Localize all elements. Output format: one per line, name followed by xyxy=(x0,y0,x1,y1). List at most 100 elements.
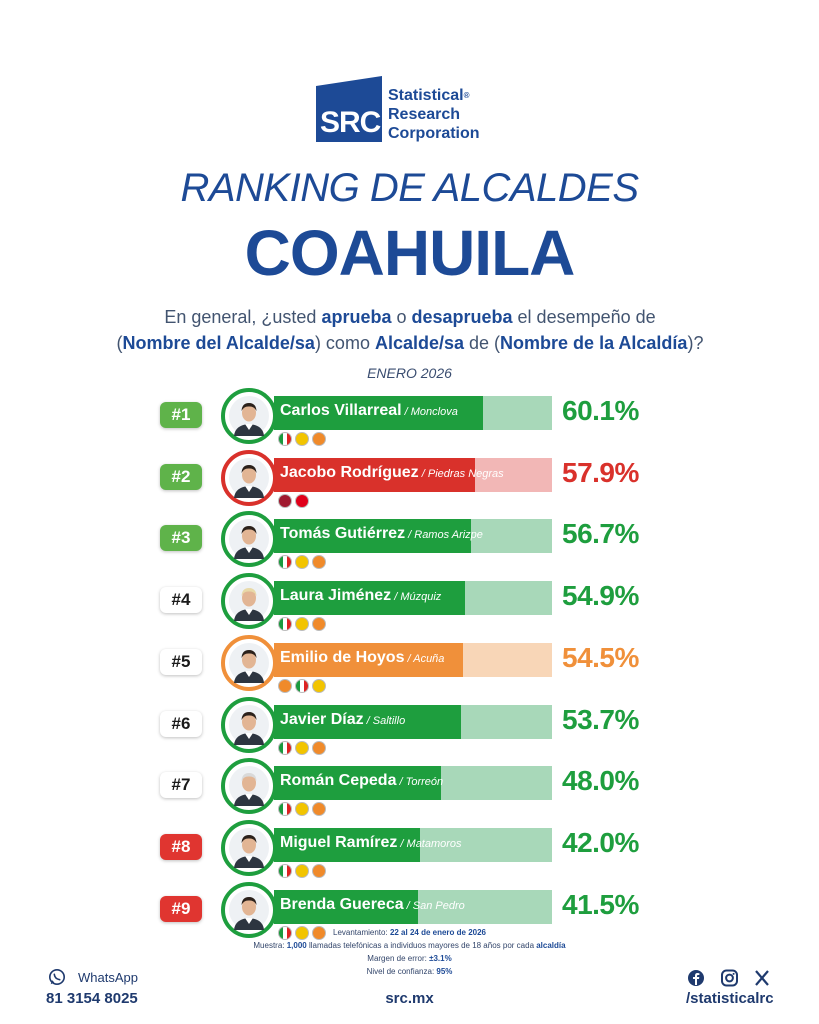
mayor-city: / Acuña xyxy=(404,652,445,665)
mayor-city: / Saltillo xyxy=(363,714,406,727)
avatar xyxy=(221,388,277,444)
rank-badge: #4 xyxy=(160,587,202,614)
question-text: o xyxy=(391,307,412,327)
avatar xyxy=(221,449,277,506)
note-text: llamadas telefónicas a individuos mayore… xyxy=(306,941,537,950)
bar-fill xyxy=(274,766,441,801)
mayor-name-line: Román Cepeda / Torreón xyxy=(280,772,443,790)
mayor-city: / Torreón xyxy=(396,776,444,789)
pri-party-icon xyxy=(278,432,292,446)
rank-badge: #1 xyxy=(160,402,202,428)
logo-abbr: SRC xyxy=(320,106,381,139)
avatar xyxy=(221,511,277,568)
rank-badge: #6 xyxy=(160,710,202,737)
portrait-icon xyxy=(229,889,269,930)
mayor-city: / Piedras Negras xyxy=(418,467,504,480)
bar-track xyxy=(274,704,552,739)
website-link[interactable]: src.mx xyxy=(385,990,434,1007)
logo-registered-mark: ® xyxy=(463,91,470,100)
approval-percent: 41.5% xyxy=(562,888,639,920)
question-bold: aprueba xyxy=(321,307,392,327)
pri-party-icon xyxy=(278,925,292,940)
social-icons xyxy=(688,969,769,987)
mayor-city: / Monclova xyxy=(401,406,458,418)
logo-line2: Research xyxy=(388,106,461,123)
party-logos xyxy=(278,493,312,508)
social-handle[interactable]: /statisticalrc xyxy=(686,990,774,1007)
approval-percent: 53.7% xyxy=(562,703,639,735)
page-title: RANKING DE ALCALDES xyxy=(180,166,639,210)
mayor-name: Tomás Gutiérrez xyxy=(280,525,406,543)
ranking-row: #5 Emilio de Hoyos / Acuña 54.5% xyxy=(0,634,819,699)
pri-party-icon xyxy=(278,617,292,632)
mayor-city: / Ramos Arizpe xyxy=(405,529,483,542)
avatar xyxy=(221,634,277,691)
survey-period: ENERO 2026 xyxy=(367,365,452,381)
mayor-name: Javier Díaz xyxy=(280,710,364,728)
mayor-city: / San Pedro xyxy=(403,899,465,912)
portrait-icon xyxy=(229,519,269,560)
bar-track xyxy=(274,396,552,430)
mayor-name-line: Jacobo Rodríguez / Piedras Negras xyxy=(280,464,504,482)
bar-fill xyxy=(274,827,420,862)
rank-badge: #8 xyxy=(160,833,202,860)
mayor-name: Carlos Villarreal xyxy=(280,402,402,419)
mayor-name: Jacobo Rodríguez xyxy=(280,463,419,481)
bar-fill xyxy=(274,457,476,492)
bar-track xyxy=(274,581,552,616)
logo-line1: Statistical xyxy=(388,87,464,104)
portrait-icon xyxy=(229,827,269,868)
mayor-name-line: Laura Jiménez / Múzquiz xyxy=(280,587,441,605)
mayor-city: / Múzquiz xyxy=(391,591,442,604)
pt-party-icon xyxy=(295,493,309,508)
pan-party-icon xyxy=(295,617,309,632)
pan-party-icon xyxy=(312,678,326,693)
note-label: Nivel de confianza: xyxy=(366,967,437,976)
approval-percent: 42.0% xyxy=(562,826,639,858)
mayor-name: Emilio de Hoyos xyxy=(280,648,405,666)
whatsapp-label: WhatsApp xyxy=(78,970,138,985)
logo-wordmark: Statistical® Research Corporation xyxy=(388,86,480,143)
mayor-name-line: Tomás Gutiérrez / Ramos Arizpe xyxy=(280,525,483,543)
pri-party-icon xyxy=(278,555,292,570)
x-icon[interactable] xyxy=(755,970,769,986)
ranking-row: #9 Brenda Guereca / San Pedro 41.5% xyxy=(0,881,819,946)
avatar xyxy=(221,573,277,630)
mayor-name-line: Brenda Guereca / San Pedro xyxy=(280,896,465,914)
bar-track xyxy=(274,519,552,554)
facebook-icon[interactable] xyxy=(688,970,704,986)
note-value: 95% xyxy=(436,967,453,976)
question-text: )? xyxy=(687,333,704,353)
pan-party-icon xyxy=(295,802,309,817)
portrait-icon xyxy=(229,396,269,436)
logo-line3: Corporation xyxy=(388,125,480,142)
state-title: COAHUILA xyxy=(244,217,576,289)
mayor-name: Laura Jiménez xyxy=(280,587,392,605)
portrait-icon xyxy=(229,642,269,683)
instagram-icon[interactable] xyxy=(721,969,738,987)
approval-percent: 54.5% xyxy=(562,641,639,673)
ranking-row: #1 Carlos Villarreal / Monclova 60.1% xyxy=(0,388,819,452)
note-value: 1,000 xyxy=(286,941,307,950)
udc-party-icon xyxy=(278,678,292,693)
avatar xyxy=(221,881,277,938)
question-bold: desaprueba xyxy=(411,307,513,327)
party-logos xyxy=(278,555,329,570)
whatsapp-icon[interactable] xyxy=(48,968,66,986)
question-bold: Nombre de la Alcaldía xyxy=(500,333,688,353)
pri-party-icon xyxy=(278,740,292,755)
ranking-row: #7 Román Cepeda / Torreón 48.0% xyxy=(0,758,819,822)
bar-track xyxy=(274,642,552,677)
pri-party-icon xyxy=(295,678,309,693)
approval-percent: 60.1% xyxy=(562,395,639,426)
approval-percent: 56.7% xyxy=(562,518,639,550)
whatsapp-phone[interactable]: 81 3154 8025 xyxy=(46,990,138,1007)
portrait-icon xyxy=(229,581,269,622)
pan-party-icon xyxy=(295,432,309,446)
udc-party-icon xyxy=(312,617,326,632)
bar-track xyxy=(274,889,552,924)
note-label: Levantamiento: xyxy=(333,928,390,937)
udc-party-icon xyxy=(312,863,326,878)
avatar xyxy=(221,758,277,815)
pan-party-icon xyxy=(295,555,309,570)
